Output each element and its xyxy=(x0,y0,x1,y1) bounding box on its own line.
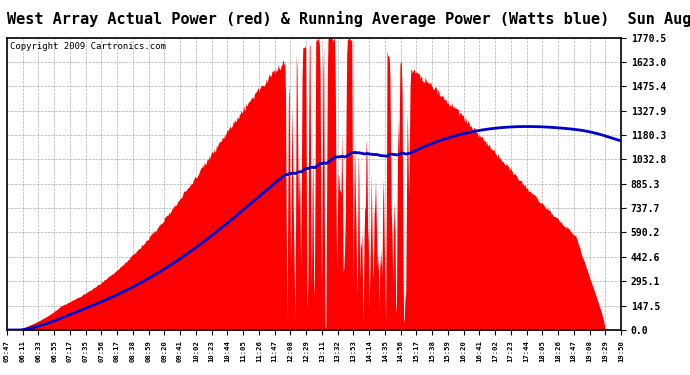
Text: Copyright 2009 Cartronics.com: Copyright 2009 Cartronics.com xyxy=(10,42,166,51)
Text: West Array Actual Power (red) & Running Average Power (Watts blue)  Sun Aug 2 20: West Array Actual Power (red) & Running … xyxy=(7,11,690,27)
